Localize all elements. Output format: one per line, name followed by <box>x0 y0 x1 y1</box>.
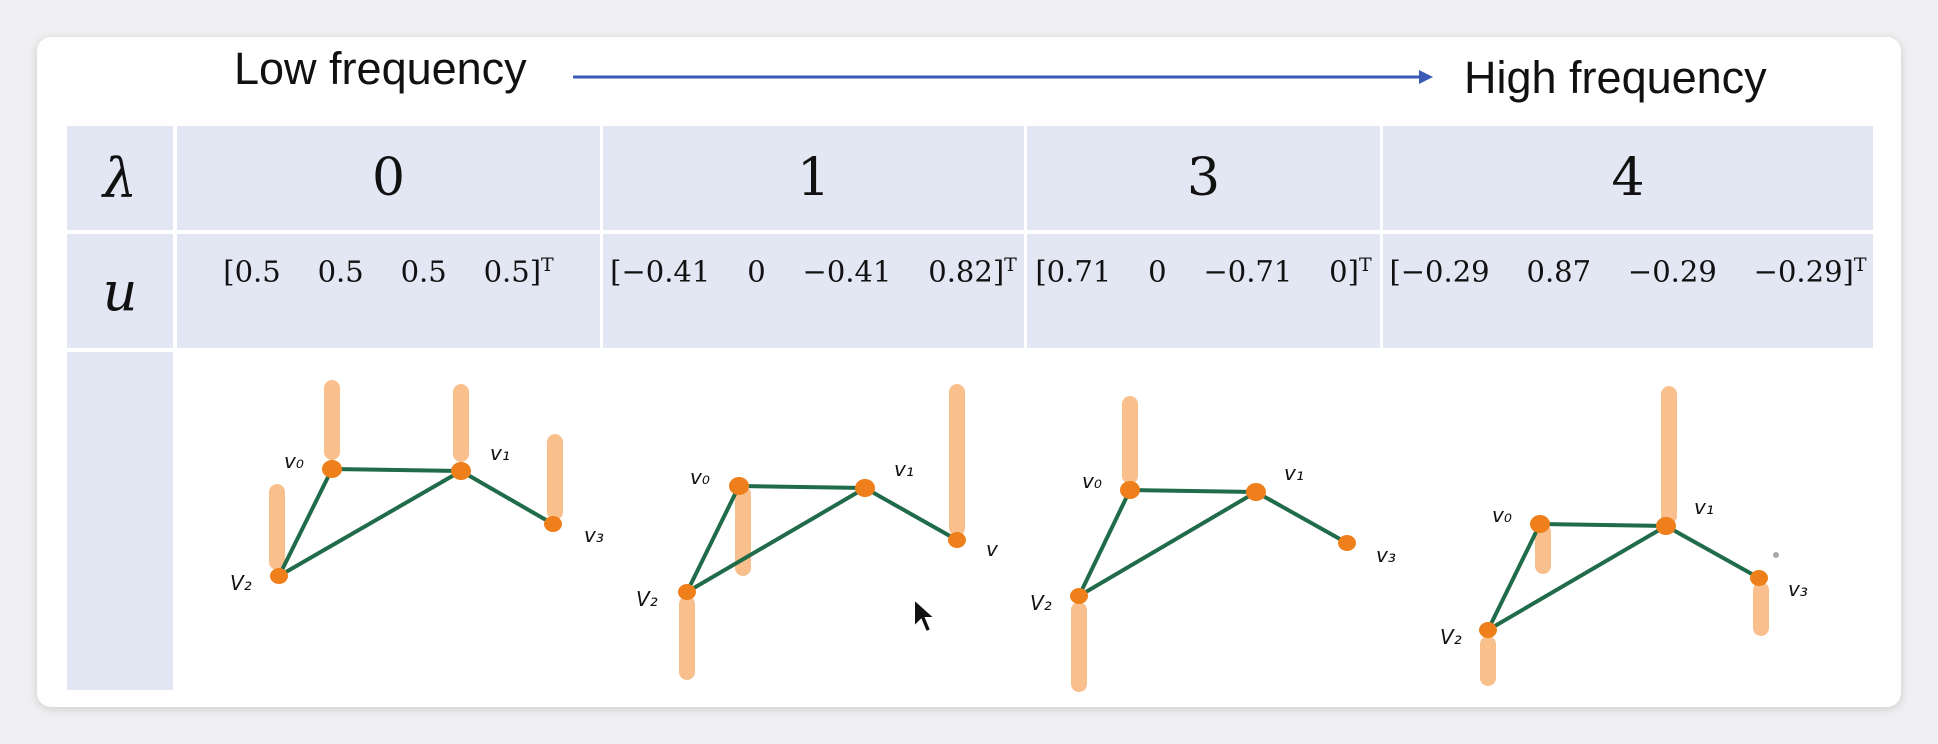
u-transpose-3: T <box>1853 254 1867 276</box>
node-label: v₀ <box>690 465 710 489</box>
lambda-cell-0: 0 <box>177 126 600 230</box>
lambda-cell-2: 3 <box>1027 126 1380 230</box>
u-vector-0: [0.5 0.5 0.5 0.5] <box>223 254 542 289</box>
u-cell-1: [−0.41 0 −0.41 0.82]T <box>603 234 1024 348</box>
node-label: v₁ <box>894 457 914 481</box>
u-vector-3: [−0.29 0.87 −0.29 −0.29] <box>1389 254 1854 289</box>
node-label: v₃ <box>584 523 604 547</box>
node-label: v₀ <box>1082 469 1102 493</box>
node-label: v₀ <box>1492 503 1512 527</box>
u-cell-0: [0.5 0.5 0.5 0.5]T <box>177 234 600 348</box>
u-transpose-2: T <box>1358 254 1372 276</box>
lambda-cell-1: 1 <box>603 126 1024 230</box>
u-row-header: u <box>67 234 173 348</box>
node-label: V₂ <box>230 571 252 595</box>
graph-lambda-0: v₀ v₁ V₂ v₃ <box>230 380 604 595</box>
low-frequency-label: Low frequency <box>234 43 527 94</box>
node-label: V₂ <box>1030 591 1052 615</box>
node-label: v₁ <box>1694 495 1714 519</box>
graph-row-header <box>67 352 173 690</box>
u-cell-3: [−0.29 0.87 −0.29 −0.29]T <box>1383 234 1873 348</box>
lambda-row-header: λ <box>67 126 173 230</box>
node-label: v₁ <box>490 441 510 465</box>
u-transpose-1: T <box>1004 254 1017 276</box>
graph-lambda-1: v₀ v₁ V₂ v <box>636 384 999 680</box>
lambda-cell-3: 4 <box>1383 126 1873 230</box>
node-label: V₂ <box>636 587 658 611</box>
graph-lambda-3: v₀ v₁ V₂ v₃ <box>1030 396 1396 692</box>
frequency-arrow <box>573 70 1433 84</box>
node-label: v₃ <box>1788 577 1808 601</box>
u-cell-2: [0.71 0 −0.71 0]T <box>1027 234 1380 348</box>
u-vector-2: [0.71 0 −0.71 0] <box>1035 254 1359 289</box>
node-label: V₂ <box>1440 625 1462 649</box>
node-label: v₃ <box>1376 543 1396 567</box>
node-label: v <box>986 537 999 561</box>
graph-lambda-4: v₀ v₁ V₂ v₃ <box>1440 386 1808 686</box>
high-frequency-label: High frequency <box>1464 52 1767 103</box>
mouse-pointer-icon <box>913 597 938 634</box>
node-label: v₀ <box>284 449 304 473</box>
eigen-table: λ u 0 1 3 4 [0.5 0.5 0.5 0.5]T [−0.41 0 … <box>67 126 1873 690</box>
u-vector-1: [−0.41 0 −0.41 0.82] <box>610 254 1005 289</box>
u-transpose-0: T <box>541 254 554 276</box>
node-label: v₁ <box>1284 461 1304 485</box>
